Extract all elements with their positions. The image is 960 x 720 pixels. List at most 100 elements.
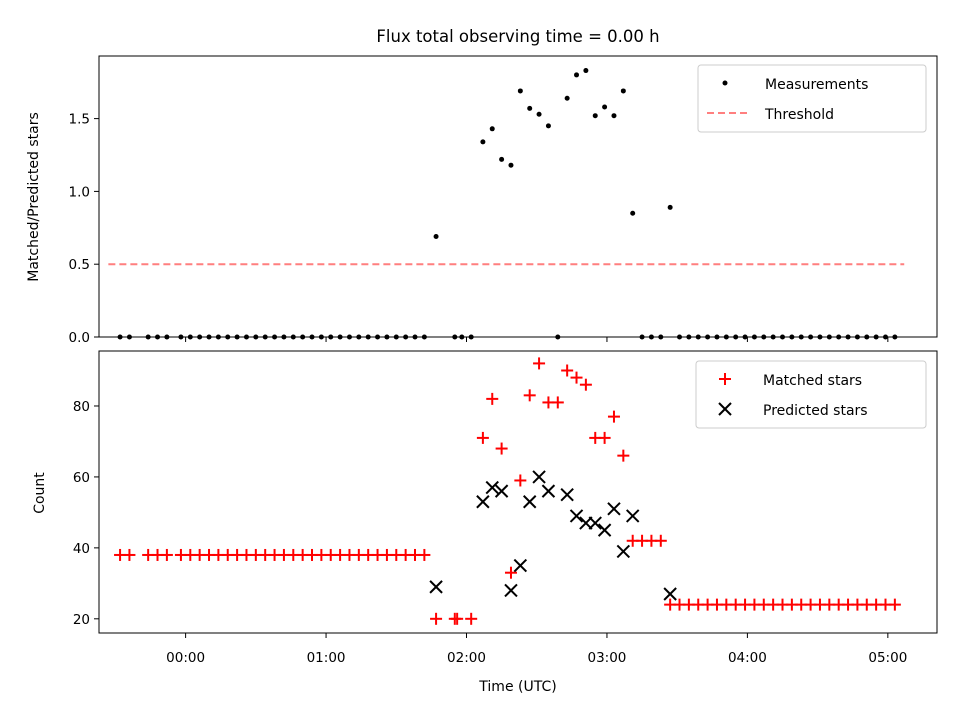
legend-predicted-label: Predicted stars bbox=[763, 403, 868, 419]
measurement-point bbox=[817, 334, 823, 340]
measurement-point bbox=[433, 234, 439, 240]
predicted-star-stroke-b bbox=[504, 583, 518, 598]
measurement-point bbox=[639, 334, 645, 340]
matched-star-point bbox=[617, 449, 630, 462]
matched-star-point bbox=[160, 548, 173, 561]
bottom-y-tick-label: 80 bbox=[73, 399, 90, 415]
predicted-star-point bbox=[485, 480, 499, 495]
measurement-point bbox=[761, 334, 767, 340]
predicted-star-point bbox=[616, 544, 631, 559]
legend-threshold-label: Threshold bbox=[764, 107, 834, 123]
measurement-point bbox=[337, 334, 343, 340]
predicted-star-point bbox=[541, 484, 556, 498]
measurement-point bbox=[789, 334, 795, 340]
predicted-star-point bbox=[476, 495, 490, 509]
measurement-point bbox=[356, 334, 362, 340]
matched-star-point bbox=[570, 371, 583, 384]
matched-star-point bbox=[430, 612, 443, 625]
top-y-tick-label: 0.5 bbox=[69, 257, 90, 273]
measurement-point bbox=[480, 139, 486, 145]
predicted-star-point bbox=[597, 523, 612, 537]
predicted-star-stroke-b bbox=[560, 487, 574, 502]
x-tick-label: 00:00 bbox=[166, 650, 205, 666]
predicted-star-point bbox=[569, 509, 584, 523]
x-tick-label: 04:00 bbox=[728, 650, 767, 666]
predicted-star-stroke-b bbox=[597, 523, 612, 537]
top-x-axis bbox=[185, 337, 889, 342]
measurement-point bbox=[164, 334, 170, 340]
measurement-point bbox=[798, 334, 804, 340]
top-y-axis-label: Matched/Predicted stars bbox=[26, 112, 42, 282]
predicted-star-point bbox=[607, 502, 621, 516]
matched-star-point bbox=[654, 534, 667, 547]
measurement-point bbox=[854, 334, 860, 340]
measurement-point bbox=[620, 88, 626, 94]
measurement-point bbox=[574, 72, 580, 78]
matched-star-point bbox=[579, 378, 592, 391]
bottom-legend-box bbox=[695, 360, 927, 429]
measurement-point bbox=[583, 68, 589, 74]
predicted-star-stroke-b bbox=[588, 516, 602, 530]
measurement-point bbox=[452, 334, 458, 340]
measurement-point bbox=[272, 334, 278, 340]
measurement-point bbox=[677, 334, 683, 340]
predicted-star-point bbox=[588, 516, 602, 530]
measurement-point bbox=[187, 334, 193, 340]
legend-matched-marker bbox=[719, 373, 731, 385]
matched-star-point bbox=[495, 442, 508, 455]
measurement-point bbox=[318, 334, 324, 340]
measurement-point bbox=[733, 334, 739, 340]
bottom-y-axis: 20 40 60 80 bbox=[73, 399, 99, 628]
legend-predicted-marker bbox=[718, 402, 732, 416]
measurement-point bbox=[658, 334, 664, 340]
legend-matched-label: Matched stars bbox=[763, 373, 862, 389]
measurement-point bbox=[365, 334, 371, 340]
matched-star-point bbox=[598, 431, 611, 444]
measurement-point bbox=[545, 123, 551, 129]
bottom-y-tick-label: 20 bbox=[73, 612, 90, 628]
bottom-plot-frame bbox=[98, 350, 938, 634]
measurement-point bbox=[602, 104, 608, 110]
measurement-point bbox=[667, 204, 673, 210]
measurement-point bbox=[536, 111, 542, 117]
predicted-star-point bbox=[522, 495, 537, 509]
measurement-point bbox=[290, 334, 296, 340]
measurement-point bbox=[468, 334, 474, 340]
measurement-point bbox=[527, 105, 533, 111]
top-plot-frame bbox=[98, 55, 938, 338]
matched-star-point bbox=[451, 612, 464, 625]
predicted-star-point bbox=[429, 580, 443, 594]
measurement-point bbox=[808, 334, 814, 340]
bottom-y-axis-label: Count bbox=[32, 472, 48, 514]
measurement-point bbox=[873, 334, 879, 340]
matched-star-point bbox=[561, 364, 574, 377]
predicted-star-point bbox=[504, 583, 518, 598]
matched-star-point bbox=[551, 396, 564, 409]
measurement-point bbox=[564, 95, 570, 101]
bottom-y-tick-label: 40 bbox=[73, 541, 90, 557]
x-tick-label: 01:00 bbox=[307, 650, 346, 666]
measurement-point bbox=[328, 334, 334, 340]
measurement-point bbox=[126, 334, 132, 340]
matched-star-point bbox=[514, 474, 527, 487]
predicted-stars-series bbox=[429, 470, 677, 601]
measurement-point bbox=[742, 334, 748, 340]
bottom-x-axis: 00:00 01:00 02:00 03:00 04:00 05:00 bbox=[166, 633, 907, 666]
measurement-point bbox=[508, 162, 514, 168]
x-axis-label: Time (UTC) bbox=[478, 679, 556, 695]
matched-star-point bbox=[418, 548, 431, 561]
measurement-point bbox=[206, 334, 212, 340]
predicted-star-point bbox=[513, 558, 528, 573]
matched-star-point bbox=[486, 392, 499, 405]
measurement-point bbox=[648, 334, 654, 340]
matched-star-point bbox=[523, 389, 536, 402]
matched-star-point bbox=[504, 566, 517, 579]
matched-star-point bbox=[123, 548, 136, 561]
measurement-point bbox=[346, 334, 352, 340]
x-tick-label: 05:00 bbox=[868, 650, 907, 666]
measurement-point bbox=[225, 334, 231, 340]
predicted-star-point bbox=[494, 484, 509, 498]
measurement-point bbox=[253, 334, 259, 340]
predicted-star-stroke-b bbox=[663, 587, 677, 601]
